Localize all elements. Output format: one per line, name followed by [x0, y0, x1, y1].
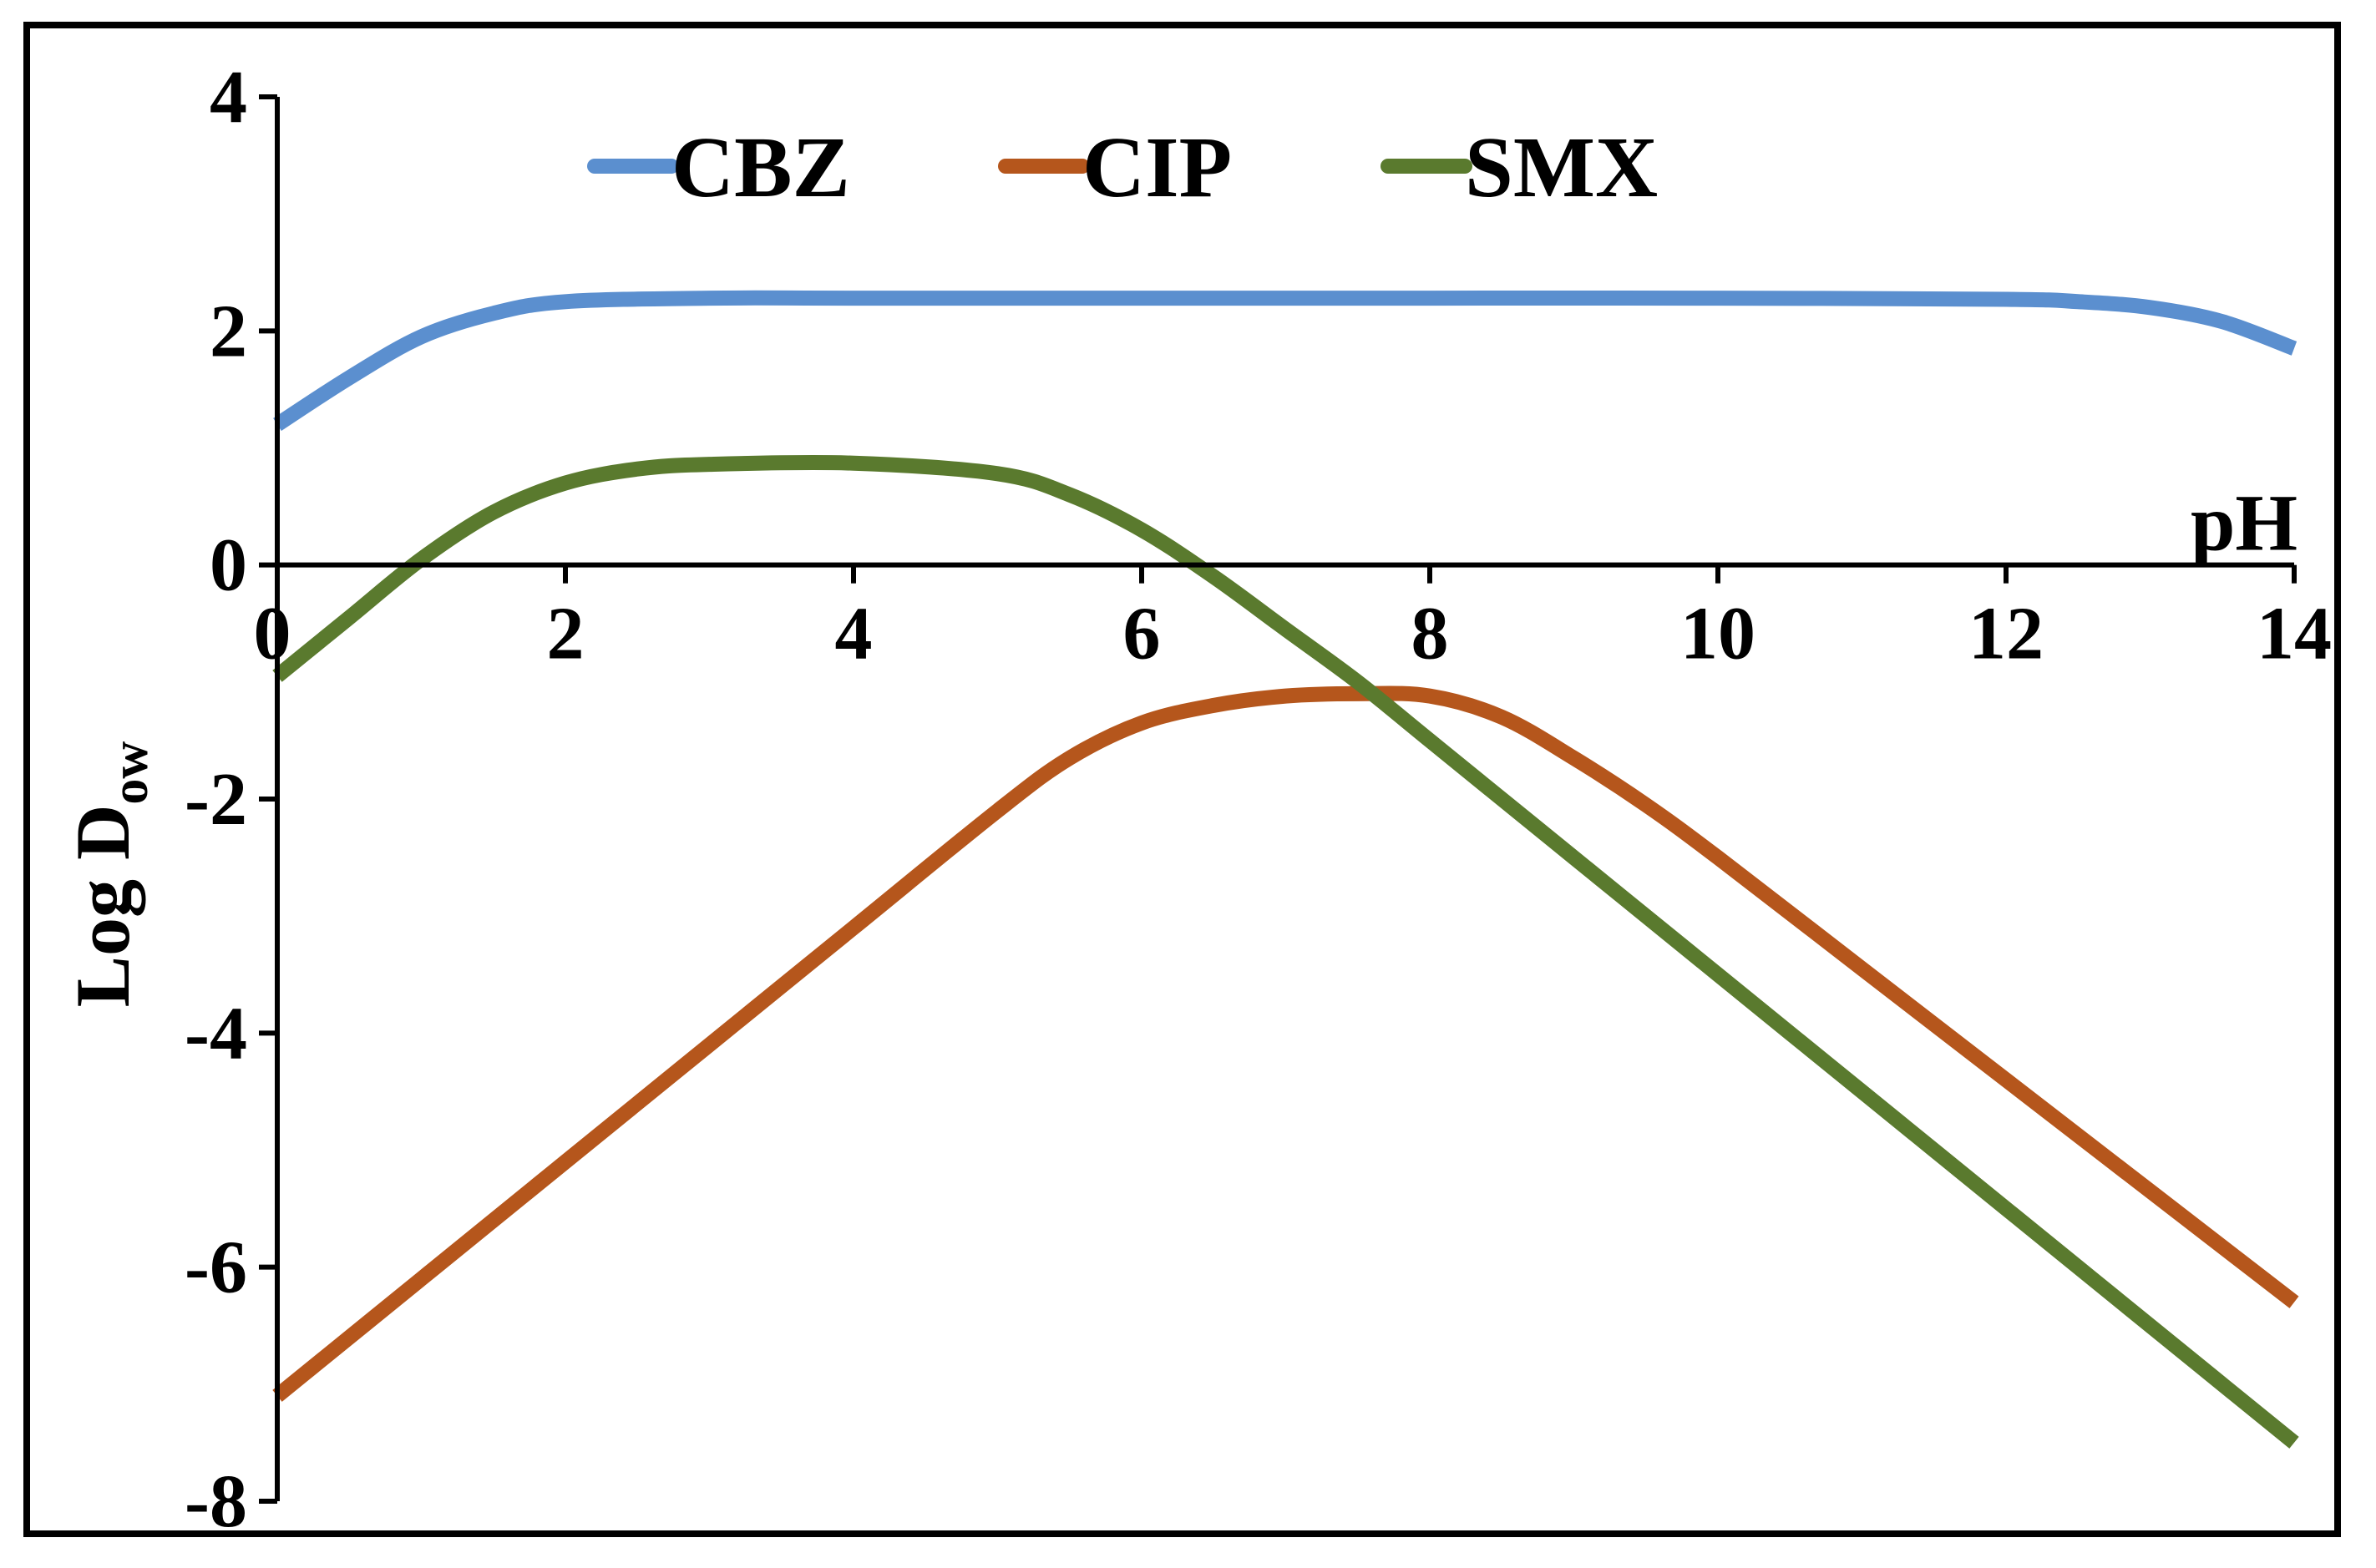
x-tick-label: 0 [254, 593, 291, 675]
x-tick-label: 14 [2257, 593, 2332, 675]
x-tick-label: 12 [1968, 593, 2044, 675]
x-tick-label: 4 [835, 593, 873, 675]
y-tick-label: 0 [210, 524, 247, 607]
x-tick-label: 10 [1680, 593, 1755, 675]
legend: CBZ CIP SMX [587, 119, 1658, 215]
y-tick-label: -4 [185, 992, 247, 1075]
y-axis-title-main: Log D [60, 805, 145, 1008]
x-tick-label: 2 [547, 593, 585, 675]
y-axis-title: Log Dow [60, 741, 159, 1008]
chart-frame: -8 -6 -4 -2 0 2 4 0 2 4 6 8 10 12 14 pH Log Dow CBZ CIP… [23, 22, 2341, 1537]
series-line-cbz [273, 290, 2297, 432]
series-line-smx [272, 454, 2299, 1449]
x-axis-title: pH [2191, 478, 2297, 568]
y-tick-label: 4 [210, 56, 247, 139]
ticks-layer: -8 -6 -4 -2 0 2 4 0 2 4 6 8 10 12 14 [185, 56, 2332, 1530]
x-tick-label: 8 [1411, 593, 1449, 675]
axis-labels: pH Log Dow [60, 478, 2297, 1008]
legend-label-cbz: CBZ [671, 119, 850, 215]
series-layer [272, 290, 2299, 1449]
legend-label-cip: CIP [1082, 119, 1232, 215]
y-tick-label: -2 [185, 758, 247, 841]
line-chart: -8 -6 -4 -2 0 2 4 0 2 4 6 8 10 12 14 pH Log Dow CBZ CIP… [60, 56, 2332, 1530]
x-tick-label: 6 [1123, 593, 1161, 675]
y-tick-label: -6 [185, 1227, 247, 1309]
y-tick-label: 2 [210, 290, 247, 372]
legend-label-smx: SMX [1465, 119, 1658, 215]
y-axis-title-subscript: ow [102, 741, 159, 805]
series-line-cip [272, 685, 2299, 1402]
y-tick-label: -8 [185, 1460, 247, 1530]
